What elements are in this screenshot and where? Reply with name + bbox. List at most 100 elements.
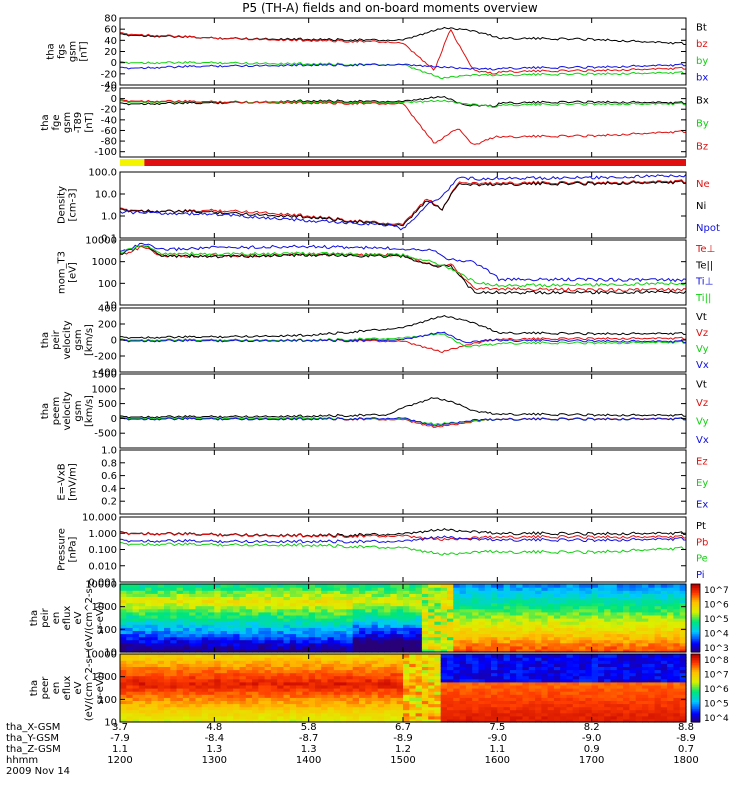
spectrogram-cell (629, 706, 637, 711)
spectrogram-cell (403, 590, 410, 594)
spectrogram-cell (208, 709, 215, 714)
spectrogram-cell (428, 706, 436, 711)
spectrogram-cell (503, 666, 511, 671)
spectrogram-cell (623, 584, 630, 588)
spectrogram-cell (440, 587, 448, 591)
spectrogram-cell (509, 681, 517, 686)
spectrogram-cell (585, 627, 593, 631)
spectrogram-cell (359, 599, 366, 604)
spectrogram-cell (302, 602, 310, 607)
spectrogram-cell (598, 618, 605, 622)
spectrogram-cell (623, 675, 630, 680)
spectrogram-cell (377, 694, 385, 698)
spectrogram-cell (598, 706, 605, 711)
spectrogram-cell (151, 688, 159, 692)
spectrogram-cell (591, 593, 599, 597)
spectrogram-cell (396, 700, 404, 705)
spectrogram-cell (654, 654, 662, 658)
spectrogram-cell (447, 709, 454, 714)
spectrogram-cell (138, 672, 146, 677)
spectrogram-cell (610, 663, 618, 667)
spectrogram-cell (390, 657, 398, 661)
spectrogram-cell (415, 605, 423, 610)
spectrogram-cell (352, 666, 360, 671)
spectrogram-cell (629, 684, 637, 689)
spectrogram-cell (642, 587, 649, 591)
spectrogram-cell (352, 608, 360, 613)
spectrogram-cell (233, 706, 241, 711)
spectrogram-cell (208, 599, 215, 604)
spectrogram-cell (497, 660, 505, 664)
spectrogram-cell (541, 691, 549, 695)
spectrogram-cell (484, 657, 492, 661)
spectrogram-cell (541, 697, 549, 701)
spectrogram-cell (170, 614, 178, 619)
spectrogram-cell (157, 636, 165, 641)
spectrogram-cell (472, 703, 480, 708)
spectrogram-cell (289, 587, 297, 591)
spectrogram-cell (654, 636, 662, 641)
spectrogram-cell (296, 630, 303, 635)
spectrogram-cell (591, 654, 599, 658)
spectrogram-cell (138, 648, 146, 653)
spectrogram-cell (491, 678, 498, 683)
spectrogram-cell (610, 590, 618, 594)
spectrogram-cell (126, 654, 134, 658)
spectrogram-cell (346, 621, 354, 625)
colorbar-segment (691, 696, 700, 699)
spectrogram-cell (132, 621, 140, 625)
spectrogram-cell (321, 660, 329, 664)
spectrogram-cell (365, 675, 373, 680)
spectrogram-cell (170, 660, 178, 664)
spectrogram-cell (453, 709, 461, 714)
spectrogram-cell (610, 666, 618, 671)
spectrogram-cell (434, 648, 442, 653)
spectrogram-cell (233, 691, 241, 695)
spectrogram-cell (126, 633, 134, 638)
spectrogram-cell (660, 669, 668, 674)
spectrogram-cell (598, 614, 605, 619)
spectrogram-cell (604, 618, 612, 622)
spectrogram-cell (516, 697, 524, 701)
spectrogram-cell (491, 715, 498, 720)
spectrogram-cell (465, 587, 473, 591)
spectrogram-cell (572, 703, 580, 708)
spectrogram-cell (296, 624, 303, 628)
spectrogram-cell (585, 663, 593, 667)
spectrogram-cell (516, 599, 524, 604)
spectrogram-cell (491, 691, 498, 695)
spectrogram-cell (132, 697, 140, 701)
spectrogram-cell (553, 657, 561, 661)
spectrogram-cell (497, 633, 505, 638)
spectrogram-cell (591, 587, 599, 591)
spectrogram-cell (145, 645, 153, 650)
colorbar-segment (691, 597, 700, 600)
spectrogram-cell (277, 666, 285, 671)
y-axis-label: E=-VxB (57, 463, 68, 500)
spectrogram-cell (616, 584, 624, 588)
y-axis-label: velocity (62, 391, 73, 430)
spectrogram-cell (535, 590, 542, 594)
spectrogram-cell (214, 614, 222, 619)
spectrogram-cell (491, 684, 498, 689)
spectrogram-cell (239, 718, 247, 723)
spectrogram-cell (340, 666, 347, 671)
colorbar-label: 10^4 (704, 630, 729, 640)
spectrogram-cell (239, 614, 247, 619)
spectrogram-cell (598, 718, 605, 723)
spectrogram-cell (264, 709, 272, 714)
spectrogram-cell (145, 718, 153, 723)
spectrogram-cell (157, 666, 165, 671)
spectrogram-cell (484, 660, 492, 664)
spectrogram-cell (654, 639, 662, 644)
spectrogram-cell (352, 706, 360, 711)
spectrogram-cell (258, 700, 266, 705)
spectrogram-cell (585, 642, 593, 647)
spectrogram-cell (503, 703, 511, 708)
spectrogram-cell (598, 694, 605, 698)
spectrogram-cell (654, 633, 662, 638)
spectrogram-cell (642, 672, 649, 677)
spectrogram-cell (208, 596, 215, 601)
spectrogram-cell (302, 697, 310, 701)
spectrogram-cell (233, 593, 241, 597)
